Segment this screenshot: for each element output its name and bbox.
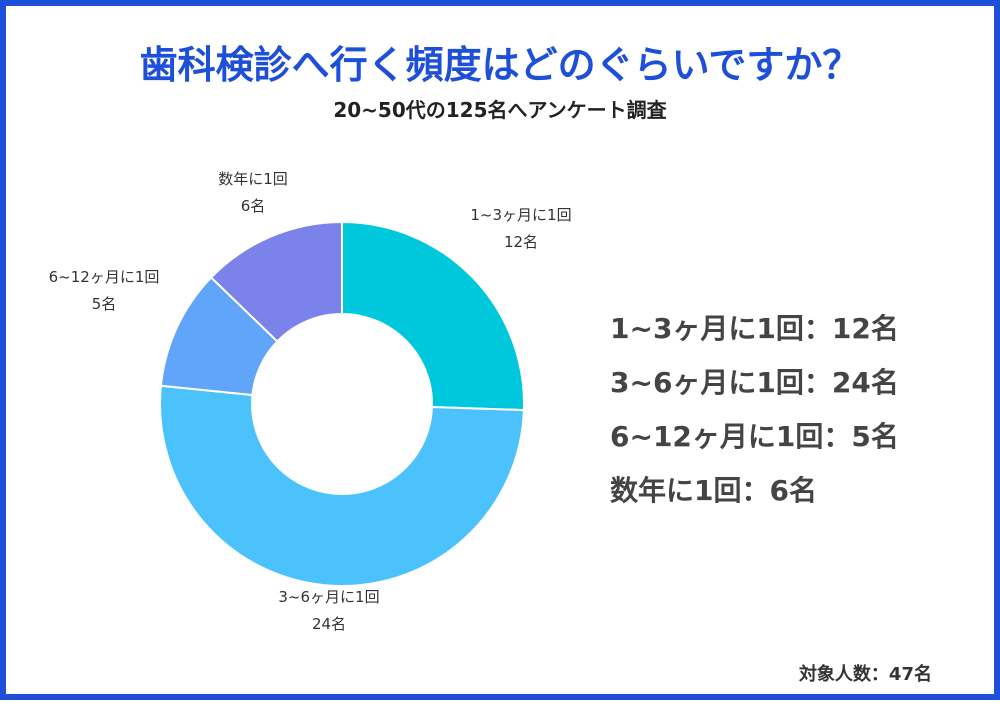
slice-value-label: 12名 <box>504 233 538 251</box>
summary-list: 1~3ヶ月に1回：12名 3~6ヶ月に1回：24名 6~12ヶ月に1回：5名 数… <box>610 302 899 518</box>
donut-slice <box>159 384 525 588</box>
summary-item: 3~6ヶ月に1回：24名 <box>610 366 899 399</box>
summary-item: 1~3ヶ月に1回：12名 <box>610 312 899 345</box>
donut-slice <box>341 220 525 412</box>
slice-label: 3~6ヶ月に1回 <box>278 588 379 606</box>
chart-subtitle: 20~50代の125名へアンケート調査 <box>333 98 667 122</box>
summary-item: 数年に1回：6名 <box>610 474 817 507</box>
slice-label: 6~12ヶ月に1回 <box>49 268 160 286</box>
slice-value-label: 5名 <box>92 295 117 313</box>
slice-value-label: 24名 <box>312 615 346 633</box>
donut-slice <box>209 220 343 343</box>
respondent-count: 対象人数：47名 <box>798 664 932 685</box>
slice-label: 数年に1回 <box>218 170 288 188</box>
slice-label: 1~3ヶ月に1回 <box>470 206 571 224</box>
donut-chart: 1~3ヶ月に1回 12名 3~6ヶ月に1回 24名 6~12ヶ月に1回 5名 数年に1回 6名 <box>49 170 572 633</box>
summary-item: 6~12ヶ月に1回：5名 <box>610 420 899 453</box>
chart-title: 歯科検診へ行く頻度はどのぐらいですか？ <box>139 43 861 87</box>
slice-value-label: 6名 <box>241 197 266 215</box>
